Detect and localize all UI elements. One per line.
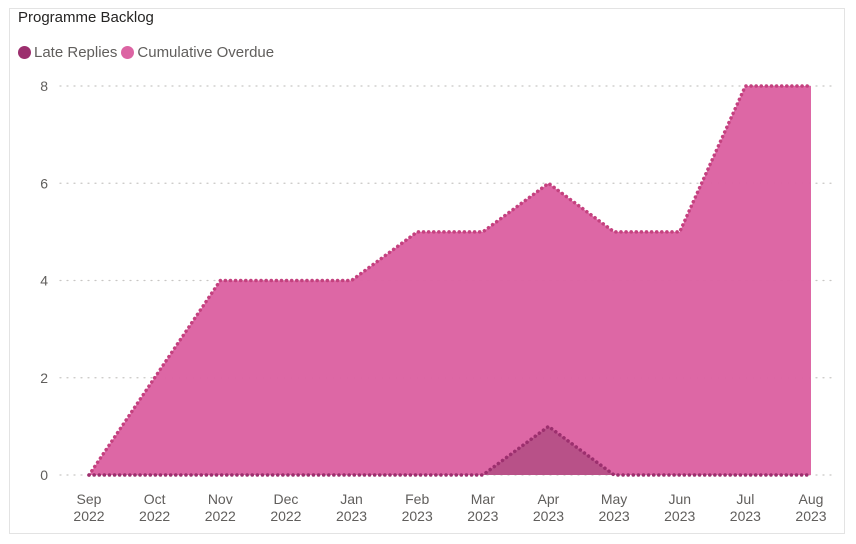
x-tick-label-year: 2023 bbox=[402, 508, 433, 524]
x-tick-label-month: May bbox=[601, 491, 627, 507]
line-late-replies bbox=[87, 424, 813, 477]
x-tick-label-year: 2023 bbox=[795, 508, 826, 524]
x-tick-label-year: 2022 bbox=[73, 508, 104, 524]
chart-title: Programme Backlog bbox=[18, 9, 154, 26]
x-tick-label-year: 2023 bbox=[467, 508, 498, 524]
legend-item-late-replies[interactable]: Late Replies bbox=[18, 44, 117, 61]
y-tick-label: 6 bbox=[40, 175, 48, 191]
x-tick-label-year: 2023 bbox=[730, 508, 761, 524]
legend-marker-late-replies bbox=[18, 46, 31, 59]
series-areas bbox=[89, 86, 811, 475]
x-tick-label-year: 2023 bbox=[336, 508, 367, 524]
x-tick-label-month: Jun bbox=[668, 491, 691, 507]
y-tick-label: 4 bbox=[40, 273, 48, 289]
y-tick-label: 0 bbox=[40, 467, 48, 483]
x-tick-label-year: 2022 bbox=[270, 508, 301, 524]
x-tick-label-month: Sep bbox=[77, 491, 102, 507]
area-cumulative-overdue[interactable] bbox=[89, 86, 811, 475]
x-tick-label-month: Jan bbox=[340, 491, 363, 507]
line-cumulative-overdue bbox=[87, 84, 813, 477]
x-tick-label-month: Mar bbox=[471, 491, 495, 507]
legend: Late Replies Cumulative Overdue bbox=[18, 44, 278, 61]
legend-label-cumulative-overdue: Cumulative Overdue bbox=[137, 44, 275, 61]
x-tick-label-year: 2022 bbox=[139, 508, 170, 524]
x-tick-label-month: Nov bbox=[208, 491, 233, 507]
x-axis: Sep2022Oct2022Nov2022Dec2022Jan2023Feb20… bbox=[73, 491, 826, 524]
x-tick-label-month: Oct bbox=[144, 491, 166, 507]
x-tick-label-month: Feb bbox=[405, 491, 429, 507]
y-axis: 0 2 4 6 8 bbox=[40, 78, 48, 483]
x-tick-label-year: 2022 bbox=[205, 508, 236, 524]
x-tick-label-month: Aug bbox=[799, 491, 824, 507]
y-tick-label: 8 bbox=[40, 78, 48, 94]
x-tick-label-month: Jul bbox=[736, 491, 754, 507]
x-tick-label-year: 2023 bbox=[533, 508, 564, 524]
series-lines bbox=[87, 84, 813, 477]
legend-item-cumulative-overdue[interactable]: Cumulative Overdue bbox=[121, 44, 274, 61]
legend-marker-cumulative-overdue bbox=[121, 46, 135, 59]
x-tick-label-year: 2023 bbox=[664, 508, 695, 524]
x-tick-label-month: Dec bbox=[273, 491, 298, 507]
legend-label-late-replies: Late Replies bbox=[34, 44, 118, 61]
y-tick-label: 2 bbox=[40, 370, 48, 386]
x-tick-label-year: 2023 bbox=[599, 508, 630, 524]
x-tick-label-month: Apr bbox=[538, 491, 560, 507]
